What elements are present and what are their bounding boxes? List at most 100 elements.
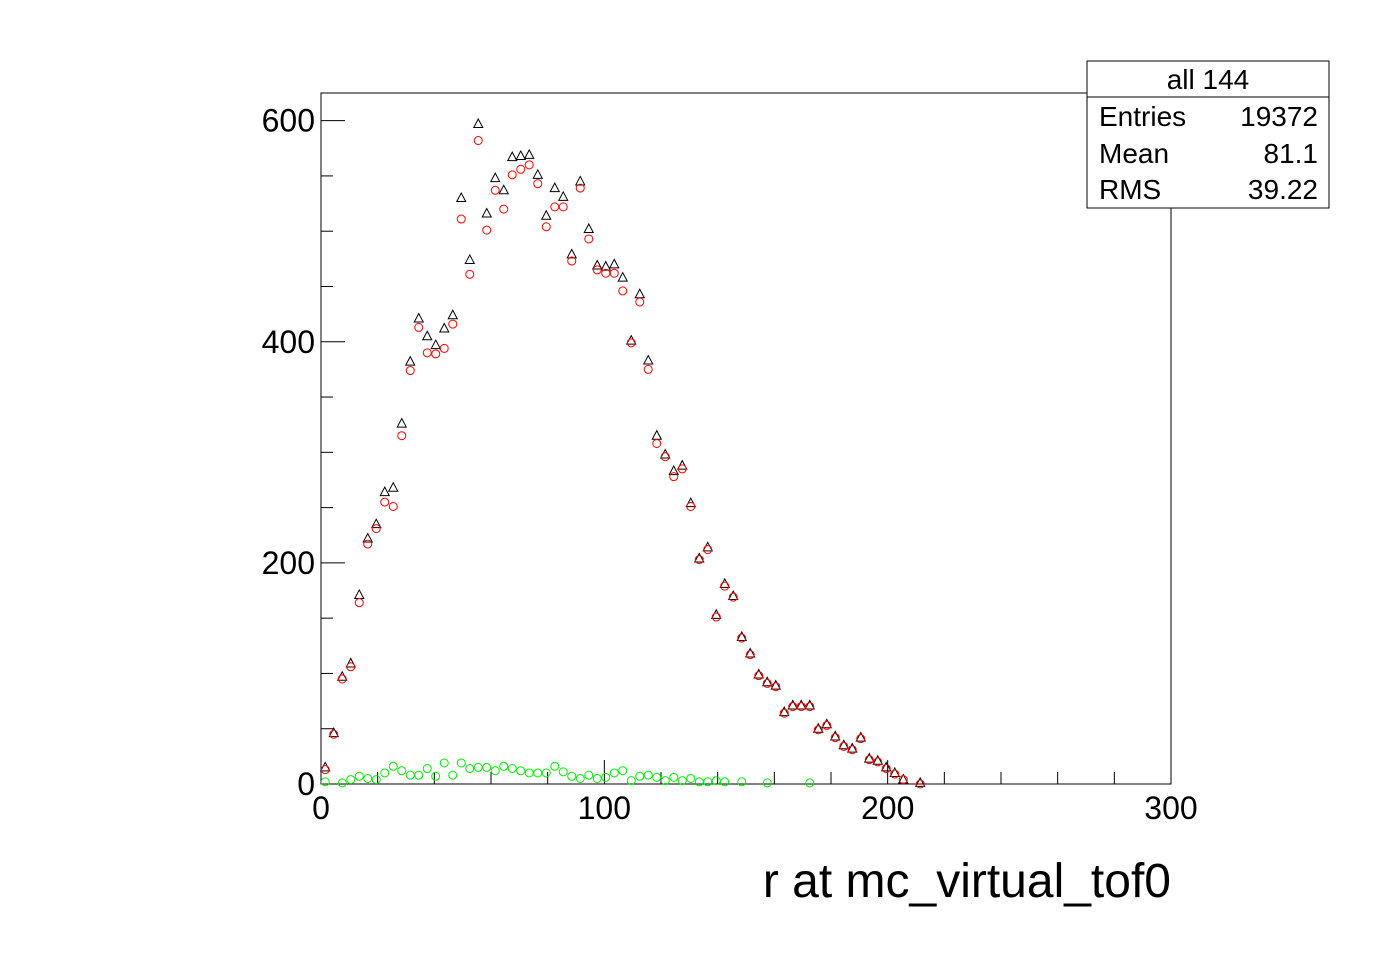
data-point-triangle <box>430 339 442 350</box>
data-point-circle <box>431 771 441 781</box>
data-point-circle <box>737 777 747 787</box>
stats-box-frame <box>1086 60 1330 209</box>
data-point-triangle <box>540 209 552 220</box>
x-tick-label: 300 <box>1144 790 1197 826</box>
data-point-circle <box>592 265 602 275</box>
stats-mean-label: Mean <box>1099 138 1169 169</box>
data-point-circle <box>456 758 466 768</box>
data-point-circle <box>652 772 662 782</box>
data-point-circle <box>575 183 585 193</box>
data-point-circle <box>422 348 432 358</box>
stats-mean-value: 81.1 <box>1264 138 1319 169</box>
data-point-circle <box>669 772 679 782</box>
y-tick-label: 200 <box>262 545 315 581</box>
data-point-triangle <box>753 668 765 679</box>
data-point-triangle <box>855 731 867 742</box>
data-point-circle <box>414 322 424 332</box>
data-point-circle <box>507 170 517 180</box>
data-point-triangle <box>829 730 841 741</box>
data-point-circle <box>745 650 755 660</box>
data-point-triangle <box>812 722 824 733</box>
data-point-circle <box>643 770 653 780</box>
data-point-circle <box>337 674 347 684</box>
data-point-triangle <box>617 271 629 282</box>
data-point-circle <box>388 761 398 771</box>
data-point-triangle <box>515 149 527 161</box>
data-point-circle <box>805 702 815 712</box>
data-point-circle <box>567 771 577 781</box>
data-point-circle <box>507 764 517 774</box>
data-point-circle <box>567 256 577 266</box>
data-point-circle <box>711 776 721 786</box>
data-point-circle <box>584 234 594 244</box>
data-point-triangle <box>642 354 654 365</box>
data-point-circle <box>482 225 492 235</box>
data-point-triangle <box>498 184 510 195</box>
data-point-circle <box>703 545 713 555</box>
data-point-triangle <box>387 481 399 492</box>
data-point-circle <box>346 662 356 672</box>
data-point-circle <box>635 297 645 307</box>
data-point-circle <box>575 773 585 783</box>
data-points <box>319 117 926 789</box>
data-point-triangle <box>778 706 790 717</box>
data-point-circle <box>320 765 330 775</box>
data-point-triangle <box>464 253 476 264</box>
stats-rms-label: RMS <box>1099 174 1161 205</box>
data-point-circle <box>618 286 628 296</box>
data-point-triangle <box>583 222 595 233</box>
data-point-circle <box>898 775 908 785</box>
data-point-triangle <box>379 486 391 497</box>
data-point-triangle <box>396 417 408 428</box>
data-point-triangle <box>506 151 518 162</box>
data-point-circle <box>414 770 424 780</box>
data-point-triangle <box>600 260 612 271</box>
data-point-circle <box>677 464 687 474</box>
data-point-circle <box>626 338 636 348</box>
data-point-circle <box>363 773 373 783</box>
data-point-circle <box>856 734 866 744</box>
stats-entries-value: 19372 <box>1240 101 1318 132</box>
data-point-triangle <box>693 552 705 563</box>
data-point-triangle <box>770 679 782 690</box>
data-point-triangle <box>557 190 569 201</box>
data-point-circle <box>380 768 390 778</box>
data-point-circle <box>371 775 381 785</box>
data-point-circle <box>720 581 730 591</box>
data-point-circle <box>448 770 458 780</box>
data-point-triangle <box>421 330 433 341</box>
data-point-circle <box>558 202 568 212</box>
y-tick-label: 0 <box>297 766 315 802</box>
data-point-circle <box>686 501 696 511</box>
data-point-circle <box>660 452 670 462</box>
x-tick-label: 100 <box>578 790 631 826</box>
data-point-circle <box>873 757 883 767</box>
stats-rms-value: 39.22 <box>1248 174 1318 205</box>
data-point-triangle <box>838 739 850 750</box>
data-point-circle <box>439 758 449 768</box>
data-point-circle <box>337 778 347 788</box>
data-point-triangle <box>668 465 680 476</box>
data-point-circle <box>465 764 475 774</box>
data-point-circle <box>805 778 815 788</box>
data-point-circle <box>609 268 619 278</box>
data-point-triangle <box>804 699 816 710</box>
x-axis-label: r at mc_virtual_tof0 <box>763 855 1171 908</box>
data-point-triangle <box>863 752 875 763</box>
data-point-triangle <box>404 355 416 366</box>
data-point-triangle <box>744 647 756 658</box>
data-point-triangle <box>872 754 884 765</box>
data-point-circle <box>771 682 781 692</box>
stats-box: all 144 Entries 19372 Mean 81.1 RMS 39.2… <box>1086 60 1330 209</box>
data-point-circle <box>431 349 441 359</box>
plot-frame <box>320 92 1172 785</box>
y-axis-ticks: 0 200 400 600 <box>262 103 345 802</box>
data-point-triangle <box>549 182 561 193</box>
data-point-triangle <box>328 727 340 738</box>
data-point-triangle <box>566 248 578 259</box>
data-point-circle <box>881 764 891 774</box>
data-point-circle <box>737 633 747 643</box>
data-point-triangle <box>846 742 858 753</box>
data-point-triangle <box>676 459 688 470</box>
data-point-triangle <box>880 761 892 772</box>
